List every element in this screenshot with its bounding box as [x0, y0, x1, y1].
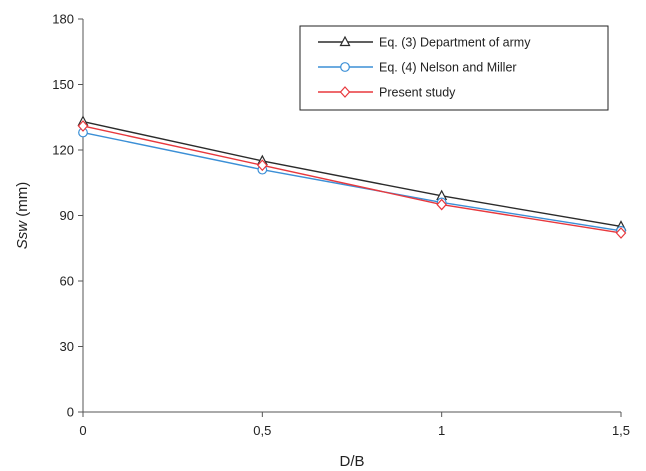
series-3-point — [615, 227, 627, 239]
series-3-point — [436, 198, 447, 211]
y-tick-label: 120 — [52, 143, 74, 158]
plot-area: 0 30 60 90 120 150 180 0 0,5 1 1,5 — [52, 12, 630, 439]
y-tick-label: 180 — [52, 12, 74, 27]
legend-label-3: Present study — [379, 86, 456, 100]
legend-label-2: Eq. (4) Nelson and Miller — [379, 61, 517, 75]
series-3-point — [77, 120, 89, 132]
x-tick-label: 1 — [438, 423, 445, 438]
x-tick-label: 0,5 — [253, 423, 271, 438]
x-tick-label: 1,5 — [612, 423, 630, 438]
legend-marker-1 — [339, 35, 351, 47]
y-tick-label: 30 — [60, 339, 74, 354]
y-tick-label: 60 — [60, 274, 74, 289]
series-line-3 — [82, 125, 622, 234]
y-tick-label: 0 — [67, 405, 74, 420]
y-axis-title: Ssw (mm) — [14, 182, 31, 250]
legend-label-1: Eq. (3) Department of army — [379, 36, 531, 50]
y-tick-label: 150 — [52, 77, 74, 92]
x-tick-label: 0 — [79, 423, 86, 438]
series-line-1 — [82, 120, 622, 228]
legend: Eq. (3) Department of army Eq. (4) Nelson… — [299, 25, 609, 111]
legend-marker-3 — [339, 86, 351, 98]
legend-marker-2 — [340, 62, 350, 72]
y-axis-title-main: Ssw — [14, 220, 31, 250]
legend-box — [299, 25, 609, 111]
y-axis-title-unit: (mm) — [14, 182, 31, 221]
x-axis-title: D/B — [339, 453, 364, 470]
series-line-2 — [82, 131, 622, 232]
y-tick-label: 90 — [60, 208, 74, 223]
series-3-point — [257, 159, 268, 172]
